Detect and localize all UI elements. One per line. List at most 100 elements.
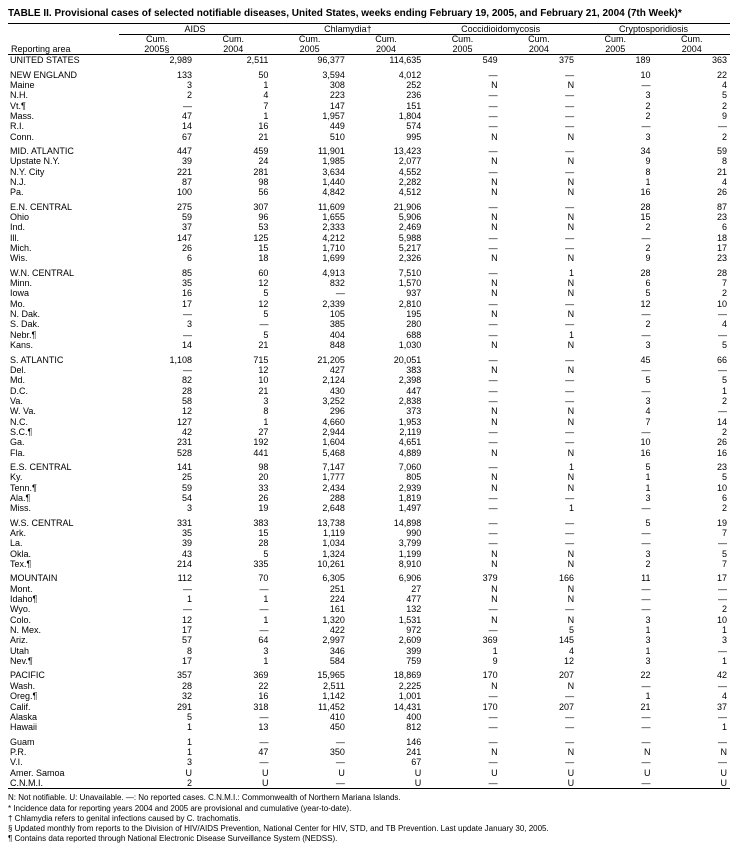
value-cell: 166 (501, 569, 577, 583)
value-cell: 67 (348, 757, 424, 767)
value-cell: 221 (119, 167, 195, 177)
value-cell: 1 (195, 80, 271, 90)
value-cell: N (424, 747, 500, 757)
value-cell: 13,738 (271, 514, 347, 528)
value-cell: — (577, 733, 653, 747)
value-cell: 5 (653, 375, 730, 385)
area-cell: MOUNTAIN (8, 569, 119, 583)
value-cell: — (119, 330, 195, 340)
footnote-key: N: Not notifiable. U: Unavailable. —: No… (8, 793, 730, 803)
value-cell: — (501, 375, 577, 385)
value-cell: 87 (119, 177, 195, 187)
value-cell: — (577, 594, 653, 604)
value-cell: 2 (577, 319, 653, 329)
value-cell: N (501, 549, 577, 559)
area-cell: Oreg.¶ (8, 691, 119, 701)
area-cell: Tenn.¶ (8, 483, 119, 493)
area-cell: W. Va. (8, 406, 119, 416)
value-cell: 1 (195, 656, 271, 666)
value-cell: 127 (119, 417, 195, 427)
area-cell: Ariz. (8, 635, 119, 645)
value-cell: 59 (119, 212, 195, 222)
value-cell: 26 (195, 493, 271, 503)
value-cell: 2,333 (271, 222, 347, 232)
table-row: W.S. CENTRAL33138313,73814,898——519 (8, 514, 730, 528)
value-cell: 64 (195, 635, 271, 645)
value-cell: 275 (119, 198, 195, 212)
value-cell: N (424, 594, 500, 604)
area-cell: Kans. (8, 340, 119, 350)
table-row: Alaska5—410400———— (8, 712, 730, 722)
sub-header: Cum.2005 (424, 35, 500, 55)
value-cell: 1,604 (271, 437, 347, 447)
value-cell: — (501, 733, 577, 747)
value-cell: — (424, 66, 500, 80)
table-row: PACIFIC35736915,96518,8691702072242 (8, 666, 730, 680)
value-cell: 17 (119, 625, 195, 635)
value-cell: 151 (348, 101, 424, 111)
value-cell: N (577, 747, 653, 757)
area-cell: Md. (8, 375, 119, 385)
value-cell: 224 (271, 594, 347, 604)
value-cell: 2,119 (348, 427, 424, 437)
table-body: UNITED STATES2,9892,51196,377114,6355493… (8, 55, 730, 789)
value-cell: 2 (653, 427, 730, 437)
value-cell: 5 (195, 288, 271, 298)
value-cell: 28 (119, 681, 195, 691)
value-cell: 990 (348, 528, 424, 538)
value-cell: 3 (577, 90, 653, 100)
value-cell: 16 (195, 121, 271, 131)
value-cell: N (501, 747, 577, 757)
value-cell: 1,699 (271, 253, 347, 263)
value-cell: 308 (271, 80, 347, 90)
value-cell: N (424, 615, 500, 625)
value-cell: 207 (501, 666, 577, 680)
table-row: NEW ENGLAND133503,5944,012——1022 (8, 66, 730, 80)
value-cell: 1 (119, 722, 195, 732)
value-cell: 37 (119, 222, 195, 232)
value-cell: 7,060 (348, 458, 424, 472)
value-cell: — (653, 121, 730, 131)
value-cell: 10 (653, 483, 730, 493)
table-row: W. Va.128296373NN4— (8, 406, 730, 416)
value-cell: — (501, 351, 577, 365)
value-cell: 1 (501, 264, 577, 278)
value-cell: N (501, 559, 577, 569)
value-cell: 12 (119, 406, 195, 416)
footnote-line: † Chlamydia refers to genital infections… (8, 814, 730, 824)
value-cell: 53 (195, 222, 271, 232)
value-cell: N (501, 309, 577, 319)
value-cell: 214 (119, 559, 195, 569)
value-cell: — (424, 198, 500, 212)
table-row: Mont.——25127NN—— (8, 584, 730, 594)
sub-header: Cum.2004 (501, 35, 577, 55)
value-cell: 9 (424, 656, 500, 666)
value-cell: 447 (348, 386, 424, 396)
value-cell: — (501, 691, 577, 701)
value-cell: 2 (577, 101, 653, 111)
value-cell: — (501, 90, 577, 100)
value-cell: 147 (271, 101, 347, 111)
value-cell: 373 (348, 406, 424, 416)
value-cell: 2 (653, 288, 730, 298)
value-cell: — (424, 111, 500, 121)
value-cell: 26 (119, 243, 195, 253)
value-cell: 2,282 (348, 177, 424, 187)
value-cell: 59 (653, 142, 730, 156)
value-cell: 47 (119, 111, 195, 121)
sub-header: Cum.2005 (577, 35, 653, 55)
area-cell: Nev.¶ (8, 656, 119, 666)
value-cell: — (424, 757, 500, 767)
value-cell: 7 (195, 101, 271, 111)
value-cell: N (501, 253, 577, 263)
value-cell: — (653, 365, 730, 375)
value-cell: N (424, 132, 500, 142)
area-cell: Fla. (8, 448, 119, 458)
value-cell: 23 (653, 458, 730, 472)
disease-header-aids: AIDS (119, 24, 272, 35)
table-row: Md.82102,1242,398——55 (8, 375, 730, 385)
value-cell: 17 (119, 656, 195, 666)
disease-header-chlamydia: Chlamydia† (271, 24, 424, 35)
value-cell: 1,324 (271, 549, 347, 559)
value-cell: 98 (195, 177, 271, 187)
